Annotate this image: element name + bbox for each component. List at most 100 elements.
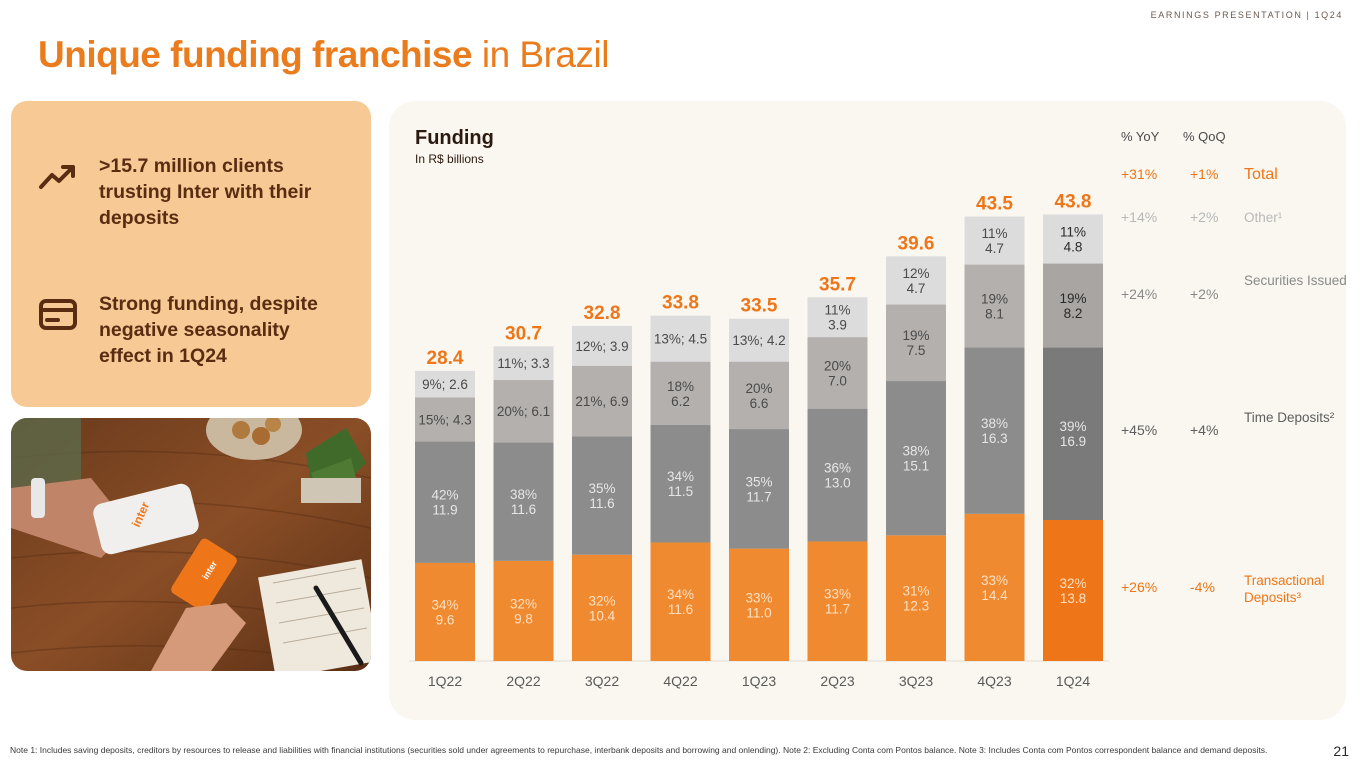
segment-data-label: 34% [431,597,458,612]
bar-total-label: 43.8 [1055,192,1092,213]
segment-data-label: 13.0 [824,476,850,491]
segment-data-label: 15%; 4.3 [418,412,471,427]
segment-data-label: 31% [902,584,929,599]
chart-subtitle: In R$ billions [415,152,484,166]
qoq-value: -4% [1190,579,1215,595]
bar-segment-other [729,318,789,362]
segment-data-label: 38% [510,487,537,502]
trend-up-icon [36,155,80,199]
bar-segment-time-deposits [650,424,711,543]
yoy-value: +45% [1121,422,1158,438]
bar-segment-other [964,216,1025,265]
yoy-header: % YoY [1121,129,1160,144]
segment-data-label: 11% [1060,225,1086,240]
segment-data-label: 11% [824,303,850,318]
segment-data-label: 11.7 [746,489,771,504]
segment-data-label: 7.5 [907,343,926,358]
highlight-funding: Strong funding, despite negative seasona… [36,291,339,369]
segment-data-label: 6.6 [750,396,769,411]
segment-data-label: 20% [824,358,851,373]
bar-segment-securities-issued [729,361,789,430]
segment-data-label: 38% [902,444,929,459]
bar-segment-securities-issued [493,380,554,443]
row-label: Securities Issued [1244,273,1347,288]
bar-segment-securities-issued [415,397,475,442]
chart-panel: Funding In R$ billions 34% 9.6 42% 11.9 15%;… [389,101,1347,720]
bar-total-label: 39.6 [898,233,935,254]
segment-data-label: 11.7 [825,602,850,617]
bar-segment-transactional-deposits [807,541,868,661]
segment-data-label: 9.6 [436,612,455,627]
funding-stacked-bar-chart: 34%9.642%11.915%; 4.39%; 2.628.41Q2232%9… [409,192,1109,689]
bar-total-label: 35.7 [819,274,856,295]
highlight-text: >15.7 million clients trusting Inter wit… [99,155,312,229]
segment-data-label: 4.8 [1064,240,1083,255]
highlight-clients: >15.7 million clients trusting Inter wit… [36,153,339,231]
segment-data-label: 33% [824,587,851,602]
bar-total-label: 33.8 [662,293,699,314]
bar-segment-other [650,315,711,362]
yoy-value: +26% [1121,579,1158,595]
segment-data-label: 19% [902,328,929,343]
qoq-value: +1% [1190,166,1219,182]
bar-segment-time-deposits [493,442,554,561]
row-label: Total [1244,166,1278,183]
bar-segment-transactional-deposits [729,548,789,661]
bar-segment-other [886,256,946,305]
qoq-value: +2% [1190,286,1219,302]
highlight-text: Strong funding, despite negative seasona… [99,293,318,367]
segment-data-label: 7.0 [828,373,847,388]
page-title: Unique funding franchise in Brazil [38,34,609,76]
segment-data-label: 32% [588,593,615,608]
segment-data-label: 13.8 [1060,591,1086,606]
segment-data-label: 4.7 [907,281,926,296]
segment-data-label: 38% [981,416,1008,431]
segment-data-label: 20%; 6.1 [497,404,550,419]
bar-segment-other [572,325,632,366]
segment-data-label: 9%; 2.6 [422,377,468,392]
segment-data-label: 13%; 4.2 [732,333,785,348]
segment-data-label: 34% [667,469,694,484]
bar-segment-time-deposits [572,436,632,555]
segment-data-label: 11.0 [746,605,771,620]
segment-data-label: 11.6 [511,502,536,517]
footnote: Note 1: Includes saving deposits, credit… [10,745,1268,755]
x-tick-label: 3Q23 [899,673,933,689]
bar-segment-securities-issued [1043,263,1103,348]
x-tick-label: 2Q22 [506,673,540,689]
segment-data-label: 11.9 [432,503,457,518]
bar-segment-securities-issued [572,365,632,437]
segment-data-label: 8.2 [1064,306,1083,321]
segment-data-label: 35% [745,474,772,489]
yoy-value: +24% [1121,286,1158,302]
segment-data-label: 8.1 [985,306,1004,321]
bar-segment-other [415,370,475,398]
chart-title: Funding [415,127,494,149]
bar-segment-securities-issued [964,264,1025,348]
bar-segment-other [493,346,554,381]
segment-data-label: 21%, 6.9 [575,394,628,409]
bar-segment-transactional-deposits [650,542,711,661]
x-tick-label: 2Q23 [820,673,854,689]
x-tick-label: 4Q22 [663,673,697,689]
segment-data-label: 6.2 [671,394,690,409]
segment-data-label: 11.6 [589,496,614,511]
bar-total-label: 30.7 [505,323,542,344]
segment-data-label: 9.8 [514,611,533,626]
bar-total-label: 28.4 [427,348,464,369]
qoq-value: +2% [1190,209,1219,225]
x-tick-label: 1Q24 [1056,673,1090,689]
segment-data-label: 33% [981,573,1008,588]
row-label: Time Deposits² [1244,410,1335,425]
segment-data-label: 18% [667,379,694,394]
bar-total-label: 43.5 [976,194,1013,215]
bar-segment-other [1043,214,1103,264]
segment-data-label: 3.9 [828,318,847,333]
x-tick-label: 4Q23 [977,673,1011,689]
segment-data-label: 11%; 3.3 [497,356,549,371]
bar-segment-transactional-deposits [964,513,1025,661]
segment-data-label: 39% [1059,419,1086,434]
segment-data-label: 4.7 [985,241,1004,256]
segment-data-label: 42% [431,488,458,503]
segment-data-label: 10.4 [589,608,616,623]
